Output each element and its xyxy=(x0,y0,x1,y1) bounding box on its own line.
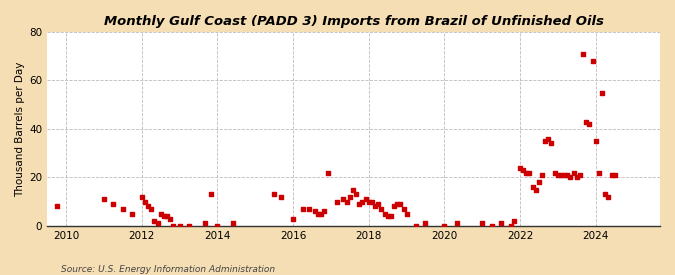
Point xyxy=(319,209,330,214)
Point xyxy=(155,211,166,216)
Point xyxy=(184,224,194,228)
Point xyxy=(531,187,541,192)
Point xyxy=(543,136,554,141)
Point xyxy=(167,224,178,228)
Point xyxy=(559,173,570,177)
Point xyxy=(139,199,150,204)
Point xyxy=(477,221,487,226)
Point xyxy=(200,221,211,226)
Point xyxy=(51,204,62,209)
Point xyxy=(518,168,529,172)
Point xyxy=(206,192,217,197)
Point xyxy=(357,199,368,204)
Point xyxy=(117,207,128,211)
Point xyxy=(514,166,525,170)
Point xyxy=(580,119,591,124)
Point xyxy=(142,204,153,209)
Point xyxy=(99,197,109,201)
Point xyxy=(136,195,147,199)
Point xyxy=(574,173,585,177)
Point xyxy=(360,197,371,201)
Point xyxy=(392,202,402,206)
Point xyxy=(527,185,538,189)
Point xyxy=(452,221,462,226)
Point xyxy=(603,195,614,199)
Point xyxy=(593,170,604,175)
Point xyxy=(533,180,544,185)
Point xyxy=(162,214,173,218)
Point xyxy=(584,122,595,126)
Point xyxy=(562,173,572,177)
Point xyxy=(546,141,557,146)
Point xyxy=(367,199,377,204)
Point xyxy=(549,170,560,175)
Point xyxy=(568,170,579,175)
Point xyxy=(508,219,519,223)
Point xyxy=(370,204,381,209)
Point xyxy=(342,199,352,204)
Point xyxy=(174,224,185,228)
Point xyxy=(304,207,315,211)
Point xyxy=(420,221,431,226)
Point xyxy=(158,214,169,218)
Point xyxy=(297,207,308,211)
Point xyxy=(379,211,390,216)
Point xyxy=(591,139,601,143)
Point xyxy=(344,195,355,199)
Point xyxy=(351,192,362,197)
Point xyxy=(316,211,327,216)
Point xyxy=(127,211,138,216)
Point xyxy=(288,216,298,221)
Y-axis label: Thousand Barrels per Day: Thousand Barrels per Day xyxy=(15,61,25,197)
Point xyxy=(153,221,163,226)
Point xyxy=(395,202,406,206)
Title: Monthly Gulf Coast (PADD 3) Imports from Brazil of Unfinished Oils: Monthly Gulf Coast (PADD 3) Imports from… xyxy=(104,15,603,28)
Point xyxy=(269,192,279,197)
Point xyxy=(228,221,239,226)
Point xyxy=(148,219,159,223)
Point xyxy=(606,173,617,177)
Point xyxy=(495,221,506,226)
Point xyxy=(401,211,412,216)
Point xyxy=(505,224,516,228)
Point xyxy=(376,207,387,211)
Point xyxy=(439,224,450,228)
Point xyxy=(165,216,176,221)
Point xyxy=(323,170,333,175)
Point xyxy=(354,202,364,206)
Point xyxy=(610,173,620,177)
Point xyxy=(600,192,611,197)
Point xyxy=(578,52,589,56)
Point xyxy=(552,173,563,177)
Point xyxy=(565,175,576,180)
Point xyxy=(521,170,532,175)
Point xyxy=(363,199,374,204)
Point xyxy=(486,224,497,228)
Point xyxy=(556,173,566,177)
Point xyxy=(389,204,400,209)
Point xyxy=(398,207,409,211)
Point xyxy=(310,209,321,214)
Point xyxy=(313,211,324,216)
Point xyxy=(524,170,535,175)
Point xyxy=(108,202,119,206)
Point xyxy=(537,173,547,177)
Point xyxy=(410,224,421,228)
Point xyxy=(146,207,157,211)
Point xyxy=(385,214,396,218)
Text: Source: U.S. Energy Information Administration: Source: U.S. Energy Information Administ… xyxy=(61,265,275,274)
Point xyxy=(212,224,223,228)
Point xyxy=(571,175,582,180)
Point xyxy=(275,195,286,199)
Point xyxy=(332,199,343,204)
Point xyxy=(373,202,383,206)
Point xyxy=(540,139,551,143)
Point xyxy=(338,197,349,201)
Point xyxy=(348,187,358,192)
Point xyxy=(587,59,598,63)
Point xyxy=(382,214,393,218)
Point xyxy=(597,90,608,95)
